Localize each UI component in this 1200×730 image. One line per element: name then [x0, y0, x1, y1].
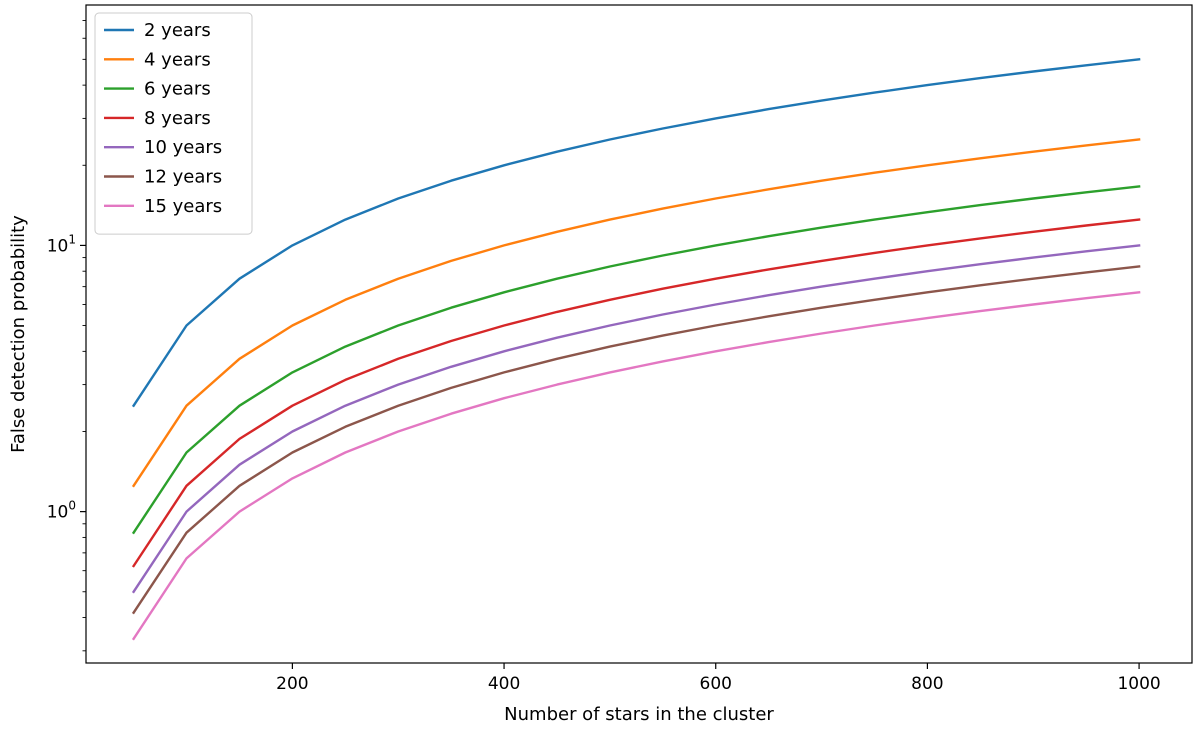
legend-item: 4 years [104, 49, 211, 70]
legend: 2 years 4 years 6 years 8 years 10 years 12 y… [94, 12, 253, 235]
legend-label: 10 years [144, 137, 222, 158]
x-tick-label: 600 [700, 674, 732, 694]
y-axis-ticks: 100 101 [47, 19, 86, 652]
y-tick-label: 100 [47, 499, 76, 523]
x-tick-label: 400 [488, 674, 520, 694]
legend-label: 8 years [144, 108, 211, 129]
x-axis-ticks: 200 400 600 800 1000 [276, 663, 1161, 694]
legend-label: 15 years [144, 196, 222, 217]
legend-item: 12 years [104, 167, 222, 188]
y-axis-label: False detection probability [8, 215, 29, 453]
series-line-6 [131, 265, 1141, 615]
legend-label: 12 years [144, 167, 222, 188]
legend-item: 10 years [104, 137, 222, 158]
legend-box [94, 12, 253, 235]
legend-label: 4 years [144, 49, 211, 70]
x-axis-label: Number of stars in the cluster [504, 704, 774, 725]
x-tick-label: 200 [276, 674, 308, 694]
x-tick-label: 800 [911, 674, 943, 694]
series-line-3 [131, 185, 1141, 535]
legend-label: 6 years [144, 79, 211, 100]
legend-item: 6 years [104, 79, 211, 100]
series-line-4 [131, 218, 1141, 568]
legend-item: 2 years [104, 20, 211, 41]
series-line-1 [131, 57, 1141, 408]
plot-lines [131, 57, 1141, 641]
legend-item: 15 years [104, 196, 222, 217]
legend-label: 2 years [144, 20, 211, 41]
series-line-2 [131, 138, 1141, 488]
x-tick-label: 1000 [1117, 674, 1160, 694]
legend-item: 8 years [104, 108, 211, 129]
y-tick-label: 101 [47, 232, 76, 256]
series-line-5 [131, 244, 1141, 594]
axes-frame [85, 4, 1193, 664]
series-line-7 [131, 290, 1141, 641]
